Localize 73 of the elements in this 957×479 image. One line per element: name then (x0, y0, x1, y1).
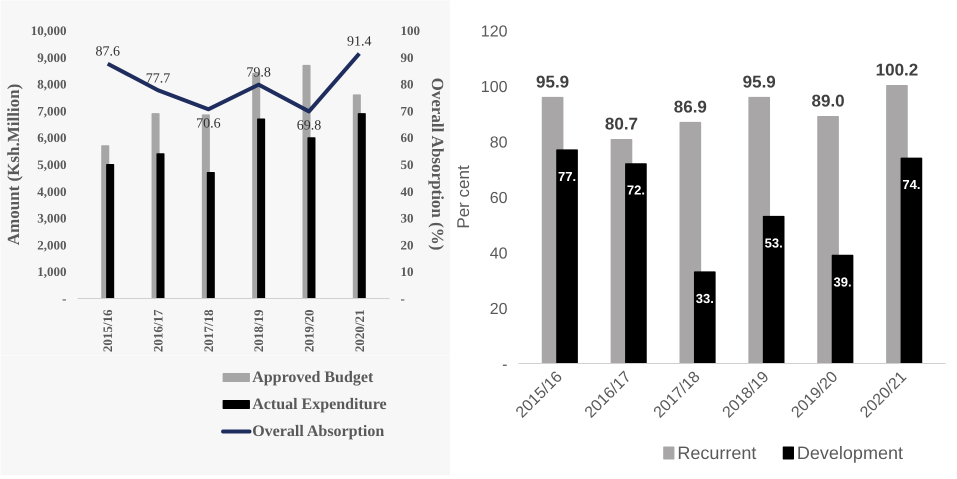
y-tick-label: 10,000 (30, 23, 66, 38)
bar (832, 254, 854, 364)
bar (156, 153, 165, 298)
bar (900, 158, 922, 364)
data-label: 77. (558, 168, 576, 184)
data-label: 70.6 (196, 116, 221, 132)
bar (762, 216, 784, 364)
data-label: 33. (696, 290, 714, 306)
y-axis-title: Per cent (454, 165, 473, 229)
data-label: 77.7 (146, 71, 170, 86)
y-tick-label: 7,000 (37, 103, 66, 118)
y2-axis-title: Overall Absorption (%) (428, 78, 447, 250)
y2-tick-label: 80 (400, 76, 414, 92)
y-tick-label: 4,000 (37, 184, 66, 199)
y-tick-label: 20 (490, 301, 508, 318)
x-tick-label: 2020/21 (352, 309, 367, 352)
bar (625, 163, 647, 364)
data-label: 79.8 (246, 66, 271, 81)
y2-tick-label: 30 (400, 210, 414, 226)
data-label: 39. (834, 274, 852, 290)
y-tick-label: - (502, 356, 508, 374)
data-label: 80.7 (604, 114, 638, 134)
data-label: 87.6 (95, 44, 120, 60)
legend-label: Approved Budget (252, 369, 374, 386)
data-label: 100.2 (876, 60, 918, 80)
y2-tick-label: 90 (400, 50, 414, 65)
x-tick-label: 2015/16 (100, 309, 116, 352)
data-label: 95.9 (742, 72, 776, 92)
y2-tick-label: 20 (400, 237, 414, 252)
y2-tick-label: 50 (400, 157, 414, 172)
y-tick-label: 60 (490, 190, 508, 207)
bar (307, 137, 316, 298)
y-tick-label: 6,000 (37, 130, 66, 146)
y-axis-title: Amount (Ksh.Million) (4, 84, 23, 246)
data-label: 72. (626, 182, 645, 198)
legend-label: Overall Absorption (252, 423, 384, 440)
data-label: 89.0 (812, 92, 845, 111)
bar (358, 113, 366, 298)
x-tick-label: 2018/19 (251, 309, 266, 352)
data-label: 53. (764, 235, 783, 250)
bar (206, 172, 215, 298)
y-tick-label: 40 (490, 246, 508, 262)
y-tick-label: 100 (480, 79, 508, 96)
data-label: 74. (902, 177, 920, 192)
x-tick-label: 2016/17 (150, 309, 166, 352)
y-tick-label: 8,000 (37, 76, 66, 92)
legend-label: Development (796, 443, 903, 463)
legend-label: Actual Expenditure (252, 396, 387, 413)
bar (106, 164, 114, 298)
y2-tick-label: 60 (400, 130, 414, 146)
data-label: 95.9 (536, 72, 570, 92)
y-tick-label: 1,000 (37, 264, 66, 280)
y-tick-label: 80 (490, 134, 508, 152)
y-tick-label: - (62, 291, 67, 306)
y2-tick-label: 100 (400, 23, 420, 38)
data-label: 86.9 (674, 97, 707, 116)
data-label: 91.4 (347, 34, 372, 50)
bar (556, 149, 578, 364)
y-tick-label: 5,000 (37, 157, 66, 172)
y2-tick-label: 40 (400, 184, 414, 199)
y2-tick-label: 10 (400, 264, 414, 280)
y-tick-label: 120 (480, 24, 508, 40)
y-tick-label: 3,000 (37, 210, 66, 226)
y-tick-label: 9,000 (37, 50, 66, 65)
legend-label: Recurrent (677, 443, 756, 463)
y-tick-label: 2,000 (37, 237, 66, 252)
x-tick-label: 2017/18 (200, 309, 216, 352)
data-label: 69.8 (296, 118, 322, 134)
bar (257, 118, 266, 298)
y2-tick-label: - (400, 291, 405, 306)
bar (694, 271, 716, 364)
x-tick-label: 2019/20 (301, 309, 316, 352)
y2-tick-label: 70 (400, 103, 414, 118)
